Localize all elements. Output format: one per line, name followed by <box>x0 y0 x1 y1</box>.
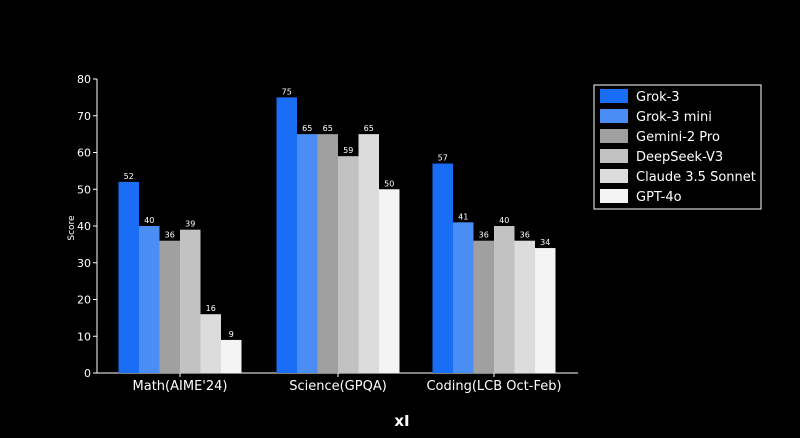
data-label: 59 <box>343 146 353 155</box>
data-label: 41 <box>458 212 468 221</box>
data-label: 52 <box>124 172 134 181</box>
data-label: 36 <box>165 231 175 240</box>
legend-box <box>593 84 762 210</box>
y-tick-label: 80 <box>77 73 91 86</box>
bar <box>297 134 318 373</box>
bar <box>494 226 515 373</box>
x-tick-label: Coding(LCB Oct-Feb) <box>426 379 561 394</box>
legend-label: Grok-3 mini <box>636 110 712 125</box>
y-tick-label: 60 <box>77 147 91 160</box>
bar <box>535 248 556 373</box>
bar <box>200 314 221 373</box>
y-tick-label: 20 <box>77 294 91 307</box>
data-label: 65 <box>364 124 374 133</box>
y-tick-label: 0 <box>84 367 91 380</box>
bar <box>473 240 494 373</box>
data-label: 16 <box>206 304 216 313</box>
bar <box>432 163 453 373</box>
legend-swatch <box>600 109 628 123</box>
data-label: 50 <box>384 179 394 188</box>
data-label: 34 <box>540 238 550 247</box>
data-label: 39 <box>185 220 195 229</box>
bar <box>317 134 338 373</box>
bar <box>514 240 535 373</box>
x-axis: Math(AIME'24) Science(GPQA) Coding(LCB Oct… <box>97 372 578 394</box>
bar <box>118 181 139 373</box>
bar <box>453 222 474 373</box>
xai-logo-icon: xI <box>394 412 409 430</box>
data-label: 40 <box>499 216 509 225</box>
bar <box>338 156 359 373</box>
bar <box>276 97 297 373</box>
x-tick-label: Science(GPQA) <box>289 379 387 394</box>
data-label: 57 <box>438 154 448 163</box>
y-tick-label: 30 <box>77 257 91 270</box>
data-labels: 52 40 36 39 16 9 75 65 65 59 65 50 57 41 36 40 36 34 <box>124 87 551 339</box>
y-tick-label: 70 <box>77 110 91 123</box>
data-label: 65 <box>302 124 312 133</box>
y-tick-label: 10 <box>77 330 91 343</box>
y-axis-title: Score <box>67 215 77 241</box>
bar <box>159 240 180 373</box>
y-tick-label: 40 <box>77 220 91 233</box>
legend-swatch <box>600 189 628 203</box>
x-tick-label: Math(AIME'24) <box>133 379 228 394</box>
legend-label: DeepSeek-V3 <box>636 150 723 165</box>
legend-label: GPT-4o <box>636 190 682 205</box>
legend-swatch <box>600 129 628 143</box>
bar <box>358 134 379 373</box>
bar <box>180 229 201 373</box>
legend-label: Grok-3 <box>636 90 680 105</box>
data-label: 36 <box>479 231 489 240</box>
data-label: 40 <box>144 216 154 225</box>
bar <box>139 226 160 373</box>
legend-swatch <box>600 89 628 103</box>
data-label: 65 <box>323 124 333 133</box>
legend-swatch <box>600 169 628 183</box>
bar <box>221 339 242 373</box>
y-tick-label: 50 <box>77 183 91 196</box>
legend-label: Gemini-2 Pro <box>636 130 720 145</box>
y-axis: 0 10 20 30 40 50 60 70 80 <box>77 73 98 380</box>
data-label: 36 <box>520 231 530 240</box>
data-label: 75 <box>282 87 292 96</box>
legend-swatch <box>600 149 628 163</box>
legend: Grok-3 Grok-3 mini Gemini-2 Pro DeepSeek-V3… <box>593 84 762 210</box>
data-label: 9 <box>229 330 234 339</box>
legend-label: Claude 3.5 Sonnet <box>636 170 756 185</box>
bars <box>118 97 556 373</box>
bar <box>379 189 400 373</box>
